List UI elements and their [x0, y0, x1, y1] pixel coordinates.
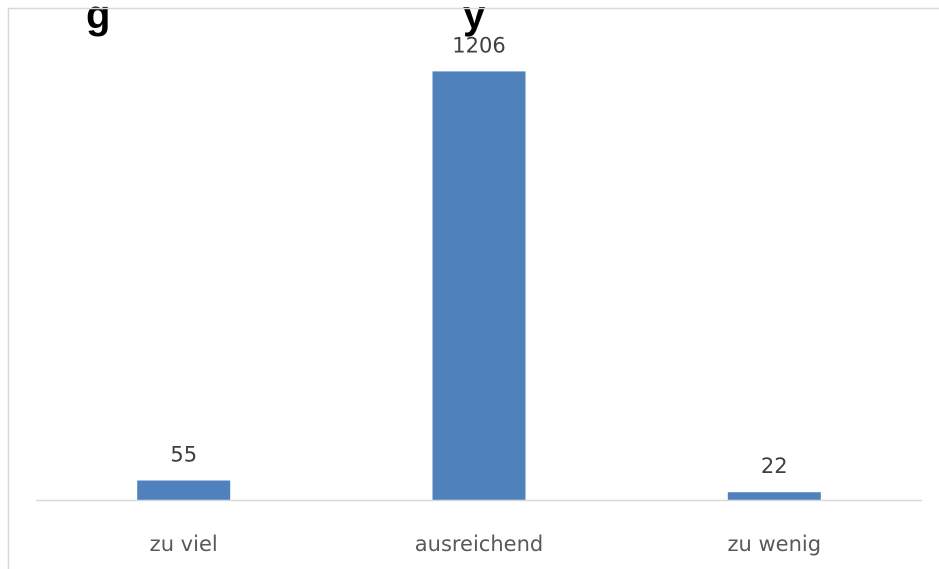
plot-area: 55 zu viel 1206 ausreichend 22 zu wenig [36, 33, 922, 556]
category-label-1: ausreichend [415, 532, 543, 556]
title-fragment: g y [86, 0, 486, 37]
bar-2 [727, 492, 821, 500]
category-label-2: zu wenig [728, 532, 822, 556]
data-label-0: 55 [170, 443, 197, 467]
category-label-0: zu viel [150, 532, 218, 556]
bar-1 [432, 71, 526, 501]
chart-border [7, 7, 939, 569]
data-label-1: 1206 [452, 33, 505, 57]
data-label-2: 22 [761, 454, 788, 478]
bar-0 [137, 480, 231, 500]
title-fragment-center: y [463, 0, 486, 37]
title-fragment-left: g [86, 0, 110, 37]
